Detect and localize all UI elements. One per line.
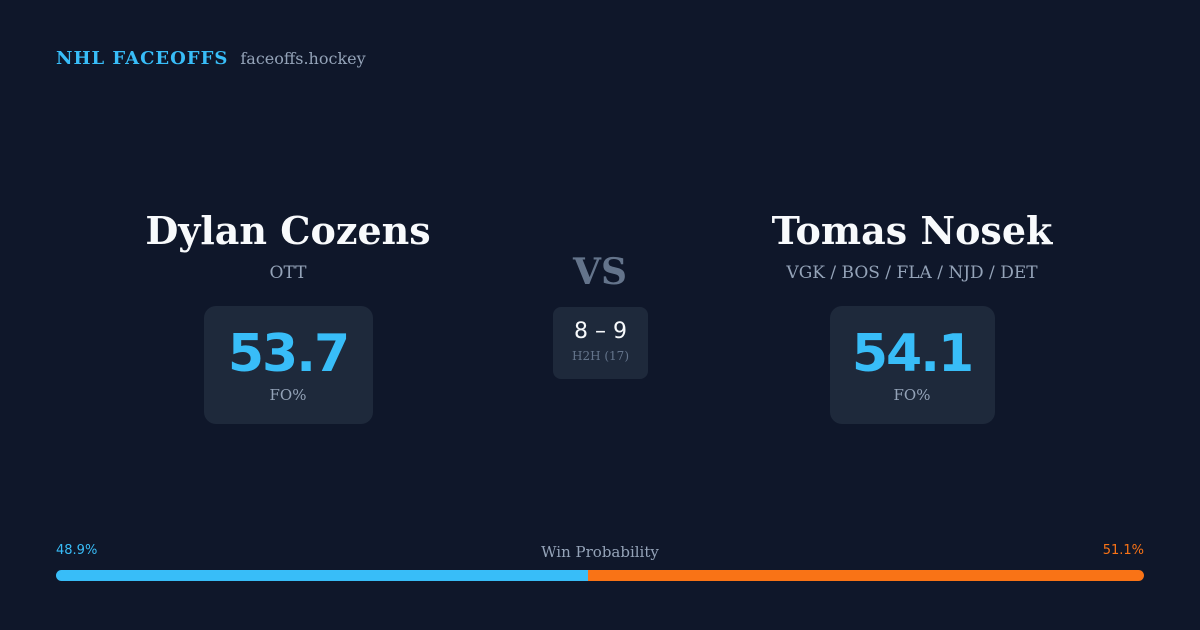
- player-left-name: Dylan Cozens: [145, 208, 431, 253]
- player-right-team: VGK / BOS / FLA / NJD / DET: [786, 263, 1038, 283]
- player-left-fo-label: FO%: [269, 386, 307, 404]
- h2h-card: 8 – 9 H2H (17): [553, 307, 648, 379]
- player-right-fo-label: FO%: [893, 386, 931, 404]
- site-domain[interactable]: faceoffs.hockey: [240, 49, 366, 68]
- player-left-panel: Dylan Cozens OTT 53.7 FO%: [78, 206, 498, 424]
- player-right-name: Tomas Nosek: [771, 208, 1053, 253]
- h2h-score: 8 – 9: [574, 319, 627, 344]
- vs-label: VS: [573, 251, 627, 293]
- win-probability-left: 48.9%: [56, 543, 98, 558]
- win-probability-bar: [56, 570, 1144, 581]
- win-probability-labels: 48.9% Win Probability 51.1%: [56, 543, 1144, 563]
- win-probability-fill-left: [56, 570, 589, 581]
- win-probability-title: Win Probability: [541, 543, 659, 561]
- player-right-fo-value: 54.1: [851, 324, 974, 384]
- player-left-stat-card: 53.7 FO%: [203, 306, 373, 424]
- player-left-fo-value: 53.7: [227, 324, 350, 384]
- player-right-stat-card: 54.1 FO%: [829, 306, 995, 424]
- site-header: NHL FACEOFFS faceoffs.hockey: [56, 48, 366, 69]
- player-right-panel: Tomas Nosek VGK / BOS / FLA / NJD / DET …: [702, 206, 1122, 424]
- player-left-team: OTT: [269, 263, 307, 283]
- brand-title[interactable]: NHL FACEOFFS: [56, 48, 229, 69]
- win-probability-right: 51.1%: [1102, 543, 1144, 558]
- win-probability-fill-right: [588, 570, 1144, 581]
- h2h-label: H2H (17): [571, 349, 629, 363]
